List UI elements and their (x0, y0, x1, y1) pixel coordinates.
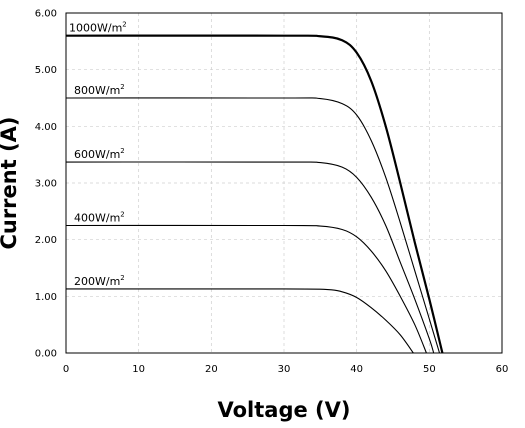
x-tick-label: 40 (350, 364, 363, 375)
series-label: 1000W/m2 (69, 21, 127, 35)
series-curves (65, 34, 444, 354)
series-line (65, 97, 441, 354)
series-line (65, 224, 427, 354)
y-tick-label: 4.00 (35, 122, 57, 133)
x-tick-label: 20 (205, 364, 218, 375)
series-label: 600W/m2 (74, 147, 125, 161)
y-tick-label: 2.00 (35, 235, 57, 246)
x-tick-label: 10 (132, 364, 145, 375)
y-axis-ticks: 0.00 1.00 2.00 3.00 4.00 5.00 6.00 (35, 9, 57, 360)
y-tick-label: 5.00 (35, 65, 57, 76)
plot-frame (65, 12, 503, 354)
y-tick-label: 0.00 (35, 349, 57, 360)
y-axis-title: Current (A) (0, 116, 21, 249)
y-tick-label: 3.00 (35, 179, 57, 190)
series-label: 400W/m2 (74, 211, 125, 225)
x-tick-label: 0 (63, 364, 69, 375)
grid-lines (66, 13, 502, 353)
series-line (65, 34, 444, 354)
x-tick-label: 30 (278, 364, 291, 375)
series-label: 200W/m2 (74, 274, 125, 288)
series-label: 800W/m2 (74, 83, 125, 97)
x-tick-label: 60 (496, 364, 509, 375)
series-labels: 1000W/m2 800W/m2 600W/m2 400W/m2 200W/m2 (69, 21, 127, 288)
x-axis-title: Voltage (V) (218, 398, 351, 422)
series-line (65, 288, 414, 354)
y-tick-label: 1.00 (35, 292, 57, 303)
series-line (65, 161, 435, 354)
y-tick-label: 6.00 (35, 9, 57, 20)
x-axis-ticks: 0 10 20 30 40 50 60 (63, 364, 509, 375)
x-tick-label: 50 (423, 364, 436, 375)
